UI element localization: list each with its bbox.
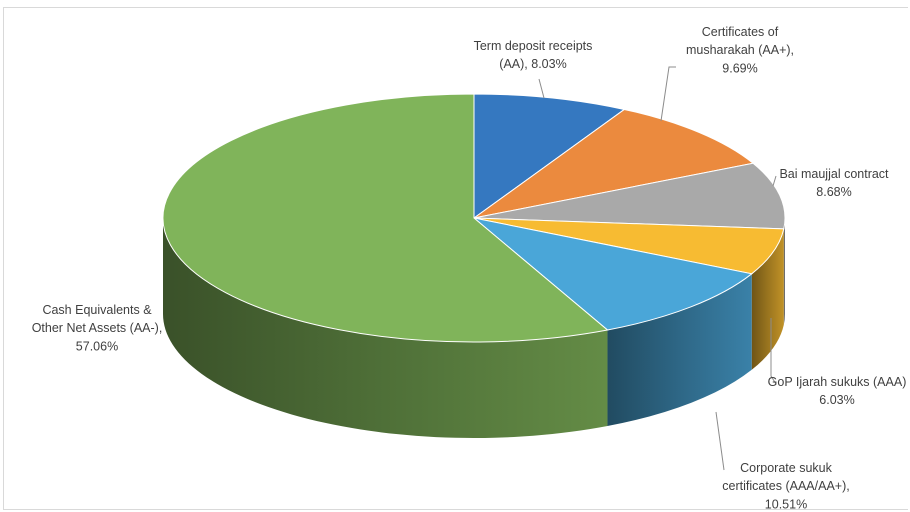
data-label-line: 57.06% bbox=[76, 339, 118, 353]
pie-slice-1 bbox=[473, 108, 755, 219]
data-label-0: Term deposit receipts (AA), 8.03% bbox=[474, 39, 593, 71]
data-label-line: Corporate sukuk bbox=[740, 461, 832, 475]
data-label-5: Cash Equivalents & Other Net Assets (AA-)… bbox=[32, 303, 163, 353]
pie-wall-5 bbox=[163, 218, 608, 438]
data-label-1: Certificates of musharakah (AA+), 9.69% bbox=[686, 25, 794, 75]
pie-labels: Term deposit receipts (AA), 8.03% Certific… bbox=[32, 25, 907, 510]
data-label-line: 6.03% bbox=[819, 393, 854, 407]
pie-slice-5 bbox=[162, 93, 609, 343]
data-label-line: GoP Ijarah sukuks (AAA) bbox=[768, 375, 907, 389]
data-label-line: Cash Equivalents & bbox=[42, 303, 152, 317]
data-label-2: Bai maujjal contract 8.68% bbox=[779, 167, 889, 199]
data-label-line: (AA), 8.03% bbox=[499, 57, 566, 71]
data-label-line: certificates (AAA/AA+), bbox=[722, 479, 849, 493]
pie-slice-0 bbox=[473, 93, 626, 219]
data-label-line: musharakah (AA+), bbox=[686, 43, 794, 57]
pie-wall-2 bbox=[783, 218, 785, 325]
leader-line-2 bbox=[772, 175, 777, 187]
data-label-line: 9.69% bbox=[722, 61, 757, 75]
pie-slice-3 bbox=[473, 217, 785, 275]
data-label-line: Certificates of bbox=[702, 25, 779, 39]
data-label-line: 10.51% bbox=[765, 497, 807, 510]
pie-chart: Term deposit receipts (AA), 8.03% Certific… bbox=[32, 25, 907, 510]
data-label-3: GoP Ijarah sukuks (AAA) 6.03% bbox=[768, 375, 907, 407]
leader-line-3 bbox=[770, 318, 777, 385]
pie-wall-4 bbox=[607, 273, 752, 426]
leader-line-0 bbox=[538, 78, 545, 99]
data-label-line: Other Net Assets (AA-), bbox=[32, 321, 163, 335]
data-label-line: Bai maujjal contract bbox=[779, 167, 889, 181]
pie-slice-2 bbox=[473, 162, 786, 230]
pie-side-walls bbox=[163, 218, 785, 438]
pie-top bbox=[162, 93, 786, 343]
data-label-4: Corporate sukuk certificates (AAA/AA+), 10… bbox=[722, 461, 849, 510]
data-label-line: 8.68% bbox=[816, 185, 851, 199]
data-label-line: Term deposit receipts bbox=[474, 39, 593, 53]
chart-area: Term deposit receipts (AA), 8.03% Certific… bbox=[3, 7, 908, 510]
leader-line-4 bbox=[715, 411, 725, 471]
pie-wall-3 bbox=[751, 228, 784, 370]
leader-line-1 bbox=[660, 66, 676, 122]
pie-slice-4 bbox=[473, 217, 753, 331]
